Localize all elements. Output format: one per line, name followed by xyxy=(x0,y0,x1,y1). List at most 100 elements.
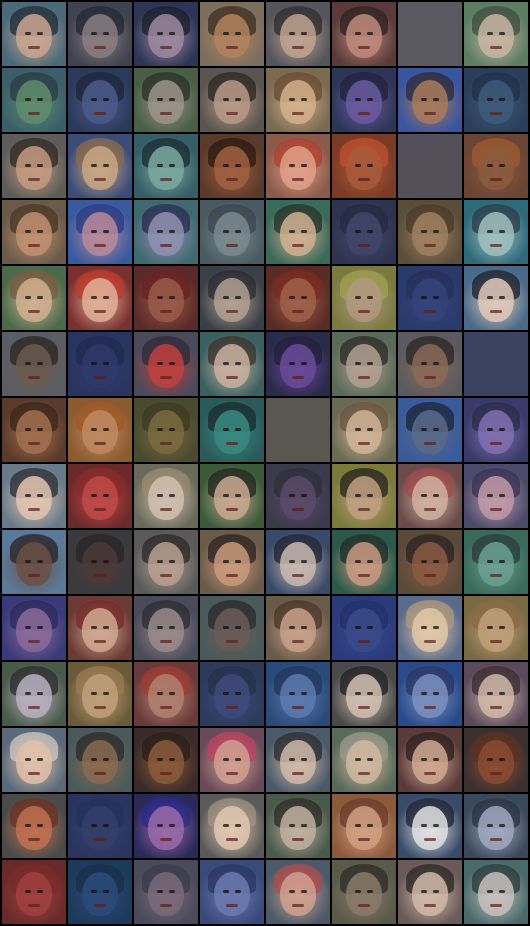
mouth-shape xyxy=(424,310,436,313)
left-eye-shape xyxy=(487,626,493,629)
face-image-tile xyxy=(134,266,198,330)
face-shape xyxy=(346,806,382,850)
left-eye-shape xyxy=(289,164,295,167)
face-shape xyxy=(412,278,448,322)
mouth-shape xyxy=(28,376,40,379)
mouth-shape xyxy=(424,904,436,907)
mouth-shape xyxy=(28,508,40,511)
right-eye-shape xyxy=(169,758,175,761)
left-eye-shape xyxy=(157,98,163,101)
face-shape xyxy=(478,608,514,652)
face-shape xyxy=(346,542,382,586)
face-image-tile xyxy=(266,464,330,528)
mouth-shape xyxy=(358,772,370,775)
mouth-shape xyxy=(28,706,40,709)
face-shape xyxy=(148,542,184,586)
mouth-shape xyxy=(28,112,40,115)
face-shape xyxy=(214,806,250,850)
face-image-tile xyxy=(464,332,528,396)
left-eye-shape xyxy=(355,98,361,101)
face-image-tile xyxy=(464,266,528,330)
mouth-shape xyxy=(292,112,304,115)
right-eye-shape xyxy=(235,98,241,101)
mouth-shape xyxy=(160,442,172,445)
left-eye-shape xyxy=(289,824,295,827)
face-image-tile xyxy=(134,860,198,924)
face-shape xyxy=(478,212,514,256)
mouth-shape xyxy=(358,310,370,313)
right-eye-shape xyxy=(235,692,241,695)
mouth-shape xyxy=(94,310,106,313)
mouth-shape xyxy=(160,640,172,643)
face-image-tile xyxy=(398,134,462,198)
face-image-tile xyxy=(398,860,462,924)
face-shape xyxy=(16,212,52,256)
mouth-shape xyxy=(94,640,106,643)
mouth-shape xyxy=(490,904,502,907)
mouth-shape xyxy=(94,706,106,709)
left-eye-shape xyxy=(25,98,31,101)
right-eye-shape xyxy=(235,758,241,761)
right-eye-shape xyxy=(433,296,439,299)
face-image-tile xyxy=(398,530,462,594)
right-eye-shape xyxy=(301,296,307,299)
face-shape xyxy=(16,14,52,58)
right-eye-shape xyxy=(367,428,373,431)
face-shape xyxy=(478,740,514,784)
mouth-shape xyxy=(94,904,106,907)
left-eye-shape xyxy=(91,560,97,563)
right-eye-shape xyxy=(37,824,43,827)
right-eye-shape xyxy=(367,230,373,233)
face-shape xyxy=(214,80,250,124)
right-eye-shape xyxy=(235,296,241,299)
face-shape xyxy=(346,608,382,652)
left-eye-shape xyxy=(157,560,163,563)
mouth-shape xyxy=(28,838,40,841)
mouth-shape xyxy=(292,574,304,577)
face-image-tile xyxy=(2,398,66,462)
right-eye-shape xyxy=(235,428,241,431)
right-eye-shape xyxy=(301,362,307,365)
right-eye-shape xyxy=(169,626,175,629)
right-eye-shape xyxy=(103,560,109,563)
right-eye-shape xyxy=(37,362,43,365)
face-image-tile xyxy=(332,464,396,528)
face-image-tile xyxy=(266,728,330,792)
face-shape xyxy=(214,146,250,190)
face-shape xyxy=(280,278,316,322)
left-eye-shape xyxy=(289,494,295,497)
left-eye-shape xyxy=(355,626,361,629)
face-image-tile xyxy=(332,530,396,594)
face-shape xyxy=(478,806,514,850)
left-eye-shape xyxy=(223,32,229,35)
face-shape xyxy=(346,476,382,520)
face-shape xyxy=(412,212,448,256)
mouth-shape xyxy=(226,706,238,709)
mouth-shape xyxy=(292,508,304,511)
mouth-shape xyxy=(424,838,436,841)
right-eye-shape xyxy=(367,362,373,365)
mouth-shape xyxy=(226,310,238,313)
face-shape xyxy=(214,608,250,652)
right-eye-shape xyxy=(433,560,439,563)
right-eye-shape xyxy=(103,296,109,299)
right-eye-shape xyxy=(37,494,43,497)
face-image-tile xyxy=(464,530,528,594)
left-eye-shape xyxy=(91,494,97,497)
mouth-shape xyxy=(292,244,304,247)
face-image-tile xyxy=(266,662,330,726)
right-eye-shape xyxy=(169,98,175,101)
face-image-tile xyxy=(266,2,330,66)
right-eye-shape xyxy=(103,890,109,893)
face-image-tile xyxy=(2,332,66,396)
face-shape xyxy=(16,806,52,850)
mouth-shape xyxy=(28,310,40,313)
mouth-shape xyxy=(292,310,304,313)
mouth-shape xyxy=(292,838,304,841)
right-eye-shape xyxy=(433,428,439,431)
face-image-tile xyxy=(200,860,264,924)
face-shape xyxy=(82,740,118,784)
mouth-shape xyxy=(358,244,370,247)
left-eye-shape xyxy=(157,494,163,497)
right-eye-shape xyxy=(367,164,373,167)
